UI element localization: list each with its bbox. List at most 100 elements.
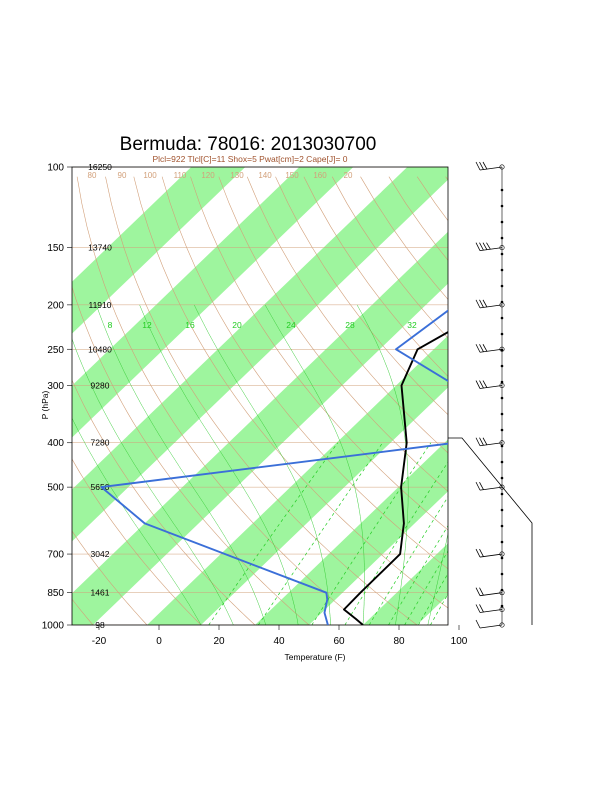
- moist-adiabat: [96, 304, 267, 625]
- isotherm-band: [363, 543, 448, 625]
- dry-adiabat: [474, 177, 612, 635]
- wind-barb-feather: [479, 548, 484, 557]
- mixing-ratio-label: 28: [345, 320, 355, 330]
- x-axis-label: Temperature (F): [285, 652, 346, 662]
- dry-adiabat: [72, 286, 310, 625]
- mixing-ratio-line: [388, 525, 448, 625]
- wind-barb-feather: [482, 161, 488, 170]
- mixing-ratio-line: [430, 593, 448, 625]
- dewpoint-line: [100, 309, 448, 625]
- height-label: 3042: [91, 549, 110, 559]
- height-label: 13740: [88, 243, 112, 253]
- dry-adiabat-label: 120: [201, 171, 215, 180]
- height-label: 11910: [88, 300, 111, 310]
- isotherm-label: -10: [455, 457, 470, 468]
- wind-barb-feather: [482, 242, 488, 251]
- x-tick-label: -20: [92, 636, 107, 647]
- wind-level-dot: [500, 508, 504, 512]
- wind-level-dot: [500, 236, 504, 240]
- wind-barb-feather: [479, 161, 484, 170]
- moist-adiabat: [72, 417, 202, 625]
- series-layer: [100, 309, 448, 625]
- isotherm-band: [72, 231, 448, 625]
- y-tick-label: 400: [47, 438, 64, 449]
- isotherm-label: -20: [498, 472, 513, 483]
- mixing-ratio-label: 32: [407, 320, 417, 330]
- y-tick-label: 700: [47, 550, 64, 561]
- wind-barb-feather: [479, 437, 484, 446]
- y-tick-label: 500: [47, 483, 64, 494]
- x-tick-label: 0: [156, 636, 162, 647]
- dry-adiabat: [275, 176, 448, 416]
- plot-frame: [71, 166, 449, 626]
- wind-panel-outline: [448, 437, 533, 625]
- wind-barb-feather: [486, 242, 491, 250]
- wind-level-dot: [500, 604, 504, 608]
- mixing-ratio-label: 24: [286, 320, 296, 330]
- wind-barb-feather: [479, 604, 484, 613]
- wind-barb-feather: [479, 299, 484, 308]
- dry-adiabat: [72, 458, 202, 625]
- y-tick-label: 250: [47, 345, 64, 356]
- dry-adiabat-label: 20: [344, 171, 353, 180]
- wind-barb-feather: [475, 587, 481, 596]
- wind-level-dot: [500, 540, 504, 544]
- wind-level-dot: [500, 380, 504, 384]
- chart-title: Bermuda: 78016: 2013030700: [120, 134, 377, 155]
- y-axis-label: P (hPa): [40, 391, 50, 420]
- mixing-ratio-label: 8: [108, 320, 113, 330]
- dry-adiabat: [246, 176, 448, 454]
- isotherm-label: 20: [455, 274, 467, 285]
- dry-adiabat-label: 130: [230, 171, 244, 180]
- isotherm-band: [471, 167, 612, 625]
- mixing-ratio-line: [404, 550, 448, 625]
- wind-barb-feather: [475, 299, 481, 309]
- wind-barb-feather: [482, 437, 488, 446]
- wind-level-dot: [500, 556, 504, 560]
- dry-adiabat: [587, 177, 612, 635]
- height-label: 1461: [91, 588, 110, 598]
- isotherm-label: 30: [455, 212, 467, 223]
- moist-adiabat: [72, 338, 234, 625]
- height-label: 16250: [88, 162, 112, 172]
- wind-level-dot: [500, 428, 504, 432]
- mixing-ratio-label: 16: [185, 320, 195, 330]
- x-tick-label: 80: [393, 636, 405, 647]
- wind-barb-feather: [475, 619, 481, 629]
- wind-level-dot: [500, 284, 504, 288]
- dry-adiabat: [445, 176, 448, 181]
- y-tick-label: 850: [47, 588, 64, 599]
- dry-adiabat: [218, 176, 448, 492]
- isotherm-band: [255, 439, 448, 625]
- dry-adiabat-label: 110: [174, 171, 187, 180]
- mixing-ratio-line: [208, 442, 339, 625]
- dry-adiabat-label: 100: [143, 171, 157, 180]
- height-label: 7280: [91, 438, 110, 448]
- dry-adiabat: [502, 177, 612, 635]
- y-tick-label: 1000: [42, 621, 65, 632]
- wind-barb-feather: [475, 437, 481, 446]
- mixing-ratio-label: 12: [142, 320, 152, 330]
- wind-level-dot: [500, 332, 504, 336]
- dry-adiabat: [72, 379, 256, 625]
- wind-level-dot: [500, 492, 504, 496]
- isotherm-label: 0: [455, 394, 461, 405]
- isotherm-label: -30: [522, 500, 537, 511]
- wind-barb-feather: [475, 161, 481, 171]
- mixing-ratio-line: [344, 461, 448, 625]
- height-label: 98: [95, 620, 105, 630]
- wind-barb-feather: [475, 481, 481, 491]
- dry-adiabat: [72, 598, 94, 625]
- wind-level-dot: [500, 188, 504, 192]
- chart-subtitle: Plcl=922 Tlcl[C]=11 Shox=5 Pwat[cm]=2 Ca…: [152, 154, 347, 164]
- height-label: 9280: [91, 381, 110, 391]
- wind-barb-feather: [479, 481, 484, 490]
- mixing-ratio-line: [368, 496, 448, 625]
- wind-level-dot: [500, 524, 504, 528]
- wind-level-dot: [500, 476, 504, 480]
- wind-level-dot: [500, 268, 504, 272]
- dry-adiabat-label: 160: [313, 171, 327, 180]
- wind-level-dot: [500, 412, 504, 416]
